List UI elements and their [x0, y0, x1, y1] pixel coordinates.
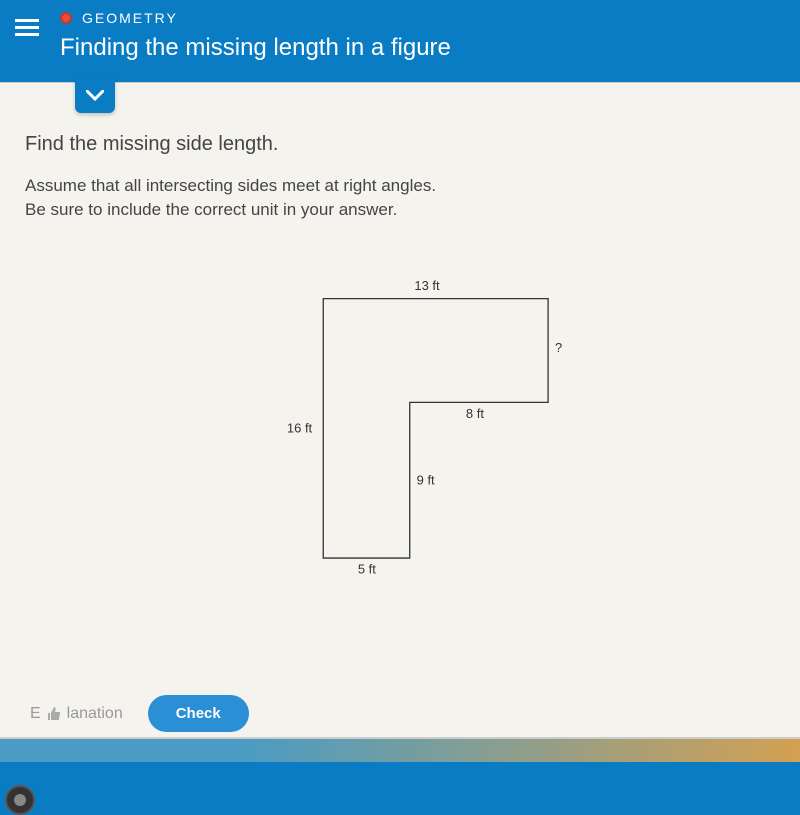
description-text: Assume that all intersecting sides meet … [25, 174, 775, 222]
person-icon: E [30, 705, 41, 723]
description-line2: Be sure to include the correct unit in y… [25, 200, 397, 219]
category-label: GEOMETRY [82, 10, 178, 26]
problem-text: Find the missing side length. Assume tha… [0, 83, 800, 232]
menu-icon[interactable] [15, 15, 39, 40]
category-row: GEOMETRY [60, 10, 780, 26]
figure-area: 13 ft ? 8 ft 9 ft 5 ft 16 ft [0, 232, 800, 632]
bottom-bar [0, 737, 800, 762]
label-right-unknown: ? [555, 340, 562, 355]
chevron-down-icon [86, 90, 104, 102]
explanation-button[interactable]: E lanation [30, 705, 123, 723]
page-title: Finding the missing length in a figure [60, 34, 780, 62]
footer-controls: E lanation Check [30, 695, 249, 732]
figure-svg: 13 ft ? 8 ft 9 ft 5 ft 16 ft [280, 262, 600, 612]
category-dot-icon [60, 12, 72, 24]
explanation-label: lanation [67, 705, 123, 723]
corner-circle-icon [5, 785, 35, 815]
label-inner-horizontal: 8 ft [466, 406, 484, 421]
label-bottom: 5 ft [358, 561, 376, 576]
label-inner-vertical: 9 ft [417, 472, 435, 487]
instruction-text: Find the missing side length. [25, 133, 775, 156]
dropdown-tab[interactable] [75, 78, 115, 113]
figure-polygon [323, 298, 548, 557]
description-line1: Assume that all intersecting sides meet … [25, 176, 436, 195]
label-left: 16 ft [287, 420, 313, 435]
header-bar: GEOMETRY Finding the missing length in a… [0, 0, 800, 82]
thumbs-up-icon [46, 706, 62, 722]
content-area: Find the missing side length. Assume tha… [0, 82, 800, 762]
label-top: 13 ft [414, 278, 440, 293]
check-button[interactable]: Check [148, 695, 249, 732]
